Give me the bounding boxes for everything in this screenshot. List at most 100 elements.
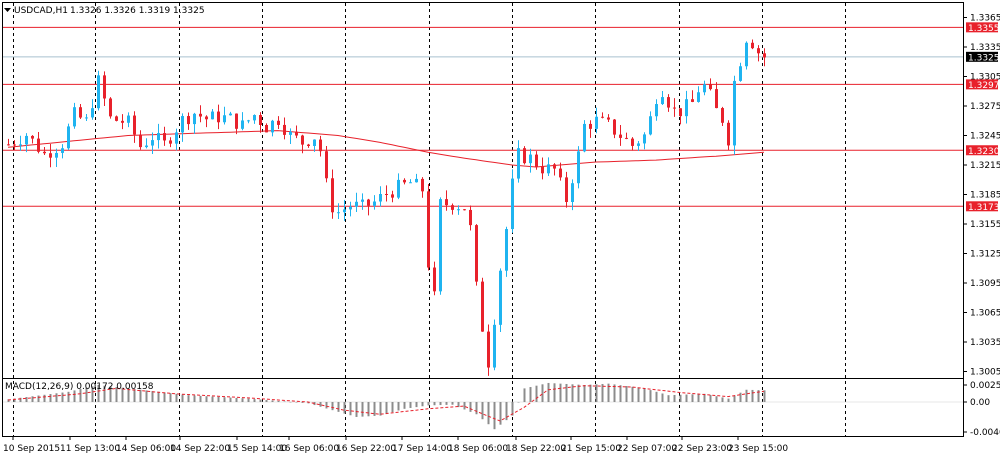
bull-candle[interactable]	[175, 132, 178, 144]
bull-candle[interactable]	[271, 120, 274, 133]
bear-candle[interactable]	[751, 42, 754, 49]
bear-candle[interactable]	[13, 144, 16, 146]
bear-candle[interactable]	[757, 48, 760, 54]
bull-candle[interactable]	[577, 151, 580, 184]
bull-candle[interactable]	[343, 209, 346, 213]
bull-candle[interactable]	[25, 135, 28, 145]
bull-candle[interactable]	[91, 108, 94, 118]
bear-candle[interactable]	[427, 191, 430, 268]
bear-candle[interactable]	[205, 116, 208, 120]
bear-candle[interactable]	[631, 138, 634, 146]
bull-candle[interactable]	[595, 116, 598, 129]
bear-candle[interactable]	[259, 115, 262, 125]
bear-candle[interactable]	[565, 177, 568, 203]
bear-candle[interactable]	[709, 84, 712, 90]
bear-candle[interactable]	[307, 144, 310, 146]
bear-candle[interactable]	[475, 225, 478, 282]
bear-candle[interactable]	[763, 53, 766, 58]
bear-candle[interactable]	[109, 98, 112, 117]
bull-candle[interactable]	[739, 66, 742, 81]
bull-candle[interactable]	[493, 324, 496, 368]
bear-candle[interactable]	[601, 116, 604, 118]
bear-candle[interactable]	[283, 124, 286, 135]
bull-candle[interactable]	[157, 133, 160, 141]
bull-candle[interactable]	[373, 201, 376, 206]
bear-candle[interactable]	[139, 134, 142, 148]
bull-candle[interactable]	[229, 113, 232, 116]
bear-candle[interactable]	[553, 164, 556, 169]
bear-candle[interactable]	[133, 115, 136, 135]
bull-candle[interactable]	[127, 115, 130, 123]
bear-candle[interactable]	[541, 166, 544, 174]
bull-candle[interactable]	[655, 104, 658, 117]
bear-candle[interactable]	[115, 116, 118, 121]
bull-candle[interactable]	[643, 134, 646, 144]
bear-candle[interactable]	[295, 131, 298, 136]
bear-candle[interactable]	[301, 135, 304, 145]
bear-candle[interactable]	[559, 168, 562, 178]
bear-candle[interactable]	[721, 108, 724, 123]
bull-candle[interactable]	[505, 229, 508, 271]
bull-candle[interactable]	[745, 42, 748, 67]
bull-candle[interactable]	[637, 143, 640, 146]
bear-candle[interactable]	[523, 148, 526, 164]
bull-candle[interactable]	[733, 80, 736, 146]
bear-candle[interactable]	[679, 108, 682, 117]
bear-candle[interactable]	[265, 124, 268, 133]
bear-candle[interactable]	[421, 178, 424, 192]
bull-candle[interactable]	[547, 164, 550, 174]
bear-candle[interactable]	[487, 331, 490, 368]
bear-candle[interactable]	[535, 154, 538, 167]
bear-candle[interactable]	[463, 209, 466, 211]
bear-candle[interactable]	[235, 113, 238, 129]
bull-candle[interactable]	[223, 115, 226, 123]
bull-candle[interactable]	[355, 201, 358, 207]
bear-candle[interactable]	[607, 117, 610, 120]
bear-candle[interactable]	[451, 205, 454, 210]
bull-candle[interactable]	[253, 115, 256, 121]
bull-candle[interactable]	[457, 209, 460, 211]
bull-candle[interactable]	[415, 178, 418, 183]
bull-candle[interactable]	[73, 107, 76, 127]
bull-candle[interactable]	[193, 113, 196, 125]
bull-candle[interactable]	[409, 182, 412, 184]
bear-candle[interactable]	[331, 178, 334, 213]
bull-candle[interactable]	[19, 144, 22, 146]
bear-candle[interactable]	[391, 194, 394, 198]
bear-candle[interactable]	[481, 281, 484, 332]
bear-candle[interactable]	[163, 133, 166, 141]
bear-candle[interactable]	[469, 209, 472, 226]
bull-candle[interactable]	[337, 212, 340, 214]
bull-candle[interactable]	[697, 92, 700, 102]
bear-candle[interactable]	[403, 179, 406, 183]
bear-candle[interactable]	[691, 99, 694, 102]
bull-candle[interactable]	[517, 148, 520, 179]
bull-candle[interactable]	[685, 99, 688, 117]
bear-candle[interactable]	[319, 139, 322, 152]
bull-candle[interactable]	[151, 140, 154, 146]
bull-candle[interactable]	[313, 139, 316, 146]
bull-candle[interactable]	[55, 152, 58, 158]
bear-candle[interactable]	[31, 135, 34, 139]
bull-candle[interactable]	[703, 84, 706, 93]
bull-candle[interactable]	[349, 206, 352, 210]
candles[interactable]	[7, 39, 766, 376]
bear-candle[interactable]	[619, 134, 622, 138]
bull-candle[interactable]	[361, 199, 364, 202]
bear-candle[interactable]	[43, 151, 46, 154]
bull-candle[interactable]	[247, 120, 250, 122]
bear-candle[interactable]	[79, 107, 82, 118]
bear-candle[interactable]	[367, 199, 370, 206]
bull-candle[interactable]	[61, 148, 64, 153]
bear-candle[interactable]	[673, 107, 676, 109]
triangle-down-icon[interactable]	[4, 8, 11, 12]
bull-candle[interactable]	[649, 116, 652, 135]
bull-candle[interactable]	[397, 179, 400, 198]
bull-candle[interactable]	[511, 178, 514, 230]
bear-candle[interactable]	[433, 267, 436, 292]
bull-candle[interactable]	[661, 97, 664, 105]
bear-candle[interactable]	[7, 144, 10, 146]
bull-candle[interactable]	[439, 199, 442, 292]
bull-candle[interactable]	[499, 270, 502, 325]
